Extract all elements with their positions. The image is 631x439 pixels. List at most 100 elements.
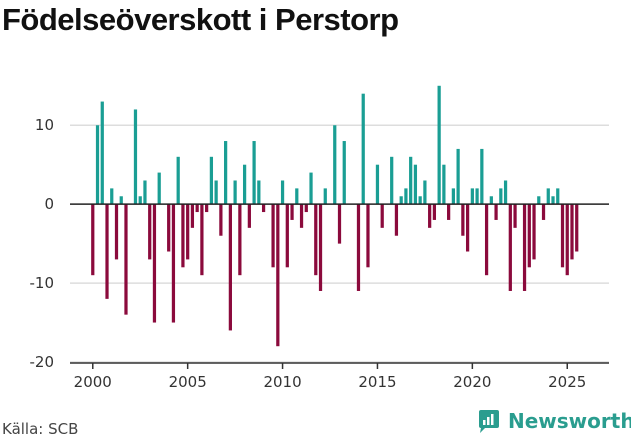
bar-negative[interactable] [186,204,190,260]
bar-negative[interactable] [285,204,289,268]
bar-negative[interactable] [522,204,527,291]
bar-negative[interactable] [290,204,294,220]
bar-negative[interactable] [394,204,399,236]
bar-positive[interactable] [546,188,550,205]
bar-negative[interactable] [428,204,432,228]
bar-negative[interactable] [432,204,437,220]
bar-negative[interactable] [261,204,266,213]
bar-negative[interactable] [465,204,470,252]
bar-negative[interactable] [318,204,323,291]
bar-negative[interactable] [276,204,280,347]
bar-negative[interactable] [560,204,565,268]
bar-positive[interactable] [323,188,327,205]
bar-positive[interactable] [537,196,541,205]
bar-negative[interactable] [513,204,517,228]
bar-positive[interactable] [95,125,100,205]
bar-negative[interactable] [247,204,251,228]
y-tick-label: 10 [35,116,54,134]
chart-title: Födelseöverskott i Perstorp [2,2,399,37]
bar-positive[interactable] [404,188,408,205]
bar-negative[interactable] [124,204,128,315]
bar-positive[interactable] [333,125,337,205]
bar-positive[interactable] [489,196,493,205]
bar-positive[interactable] [233,180,237,205]
bar-positive[interactable] [390,156,394,205]
bar-positive[interactable] [214,180,218,205]
bar-negative[interactable] [195,204,199,213]
bar-negative[interactable] [337,204,342,244]
bar-negative[interactable] [105,204,109,299]
bar-negative[interactable] [314,204,318,276]
bar-positive[interactable] [280,180,285,205]
bar-negative[interactable] [484,204,489,276]
bar-positive[interactable] [119,196,123,205]
bar-positive[interactable] [110,188,114,205]
bar-positive[interactable] [556,188,560,205]
bar-positive[interactable] [176,156,180,205]
bar-positive[interactable] [437,85,441,205]
bar-negative[interactable] [205,204,209,213]
bar-negative[interactable] [570,204,574,260]
bar-positive[interactable] [224,141,228,205]
bar-positive[interactable] [342,141,346,205]
bar-positive[interactable] [138,196,142,205]
bar-positive[interactable] [551,196,555,205]
bar-negative[interactable] [447,204,451,220]
bar-negative[interactable] [527,204,531,268]
bar-positive[interactable] [133,109,138,205]
bar-positive[interactable] [100,101,104,205]
bar-negative[interactable] [532,204,536,260]
bar-negative[interactable] [380,204,384,228]
bar-negative[interactable] [366,204,370,268]
bar-negative[interactable] [494,204,498,220]
bar-negative[interactable] [508,204,512,291]
bar-negative[interactable] [148,204,152,260]
bar-negative[interactable] [171,204,176,323]
bar-negative[interactable] [152,204,157,323]
bar-positive[interactable] [503,180,508,205]
brand-logo[interactable]: Newsworthy [476,408,631,434]
bar-positive[interactable] [209,156,214,205]
bar-negative[interactable] [238,204,242,276]
bar-negative[interactable] [271,204,275,268]
bar-positive[interactable] [451,188,455,205]
bar-positive[interactable] [157,172,161,205]
bar-positive[interactable] [257,180,261,205]
x-tick-label: 2025 [548,373,586,391]
bar-negative[interactable] [219,204,223,236]
bar-positive[interactable] [418,196,422,205]
bar-negative[interactable] [541,204,546,220]
bar-positive[interactable] [375,164,380,205]
bar-positive[interactable] [442,164,446,205]
x-tick-label: 2015 [358,373,396,391]
bar-negative[interactable] [167,204,171,252]
bar-positive[interactable] [143,180,147,205]
bar-negative[interactable] [356,204,361,291]
bar-negative[interactable] [565,204,569,276]
bar-positive[interactable] [252,141,256,205]
bar-positive[interactable] [475,188,479,205]
bar-positive[interactable] [309,172,313,205]
bar-negative[interactable] [575,204,579,252]
bar-positive[interactable] [423,180,427,205]
bar-positive[interactable] [399,196,403,205]
bar-positive[interactable] [480,148,484,205]
bar-negative[interactable] [190,204,195,228]
bar-positive[interactable] [499,188,503,205]
bar-negative[interactable] [299,204,304,228]
bar-positive[interactable] [242,164,247,205]
bar-positive[interactable] [295,188,299,205]
bar-negative[interactable] [461,204,465,236]
bar-negative[interactable] [114,204,119,260]
bar-positive[interactable] [470,188,474,205]
bar-negative[interactable] [181,204,185,268]
bar-negative[interactable] [200,204,204,276]
bar-positive[interactable] [361,93,365,205]
bar-negative[interactable] [228,204,232,331]
bar-positive[interactable] [456,148,460,205]
bar-negative[interactable] [304,204,308,213]
bar-negative[interactable] [91,204,95,276]
bar-positive[interactable] [409,156,413,205]
bar-positive[interactable] [413,164,418,205]
axis-layer: 10 0 -10 -20 2000 2005 2010 2015 2020 2025 [30,116,609,391]
